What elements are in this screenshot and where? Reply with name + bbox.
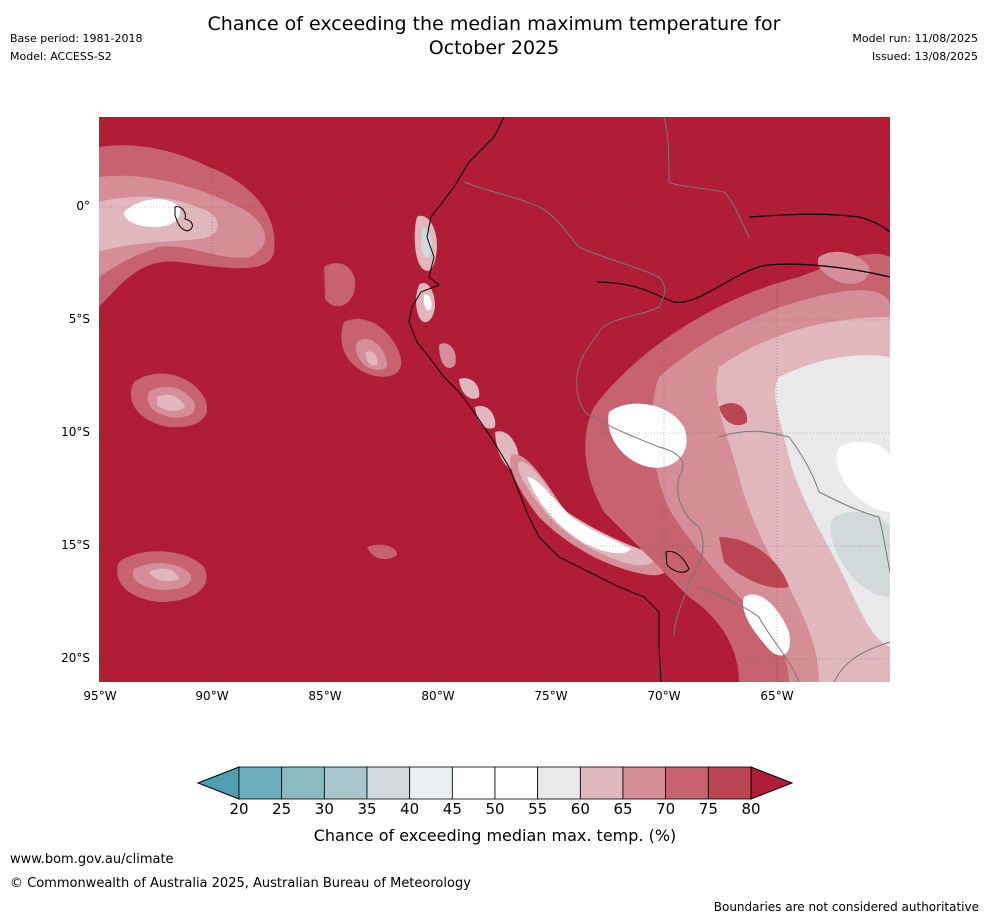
model-text: Model: ACCESS-S2 bbox=[10, 50, 112, 63]
colorbar-segment bbox=[409, 766, 453, 800]
lat-label-0: 0° bbox=[76, 199, 90, 213]
colorbar-tick-label: 75 bbox=[698, 800, 718, 818]
coastal-anomaly-chain bbox=[414, 215, 668, 576]
colorbar-tick-label: 30 bbox=[314, 800, 334, 818]
river-north bbox=[748, 213, 890, 233]
colorbar-tick-label: 65 bbox=[613, 800, 633, 818]
colorbar-tick-label: 45 bbox=[442, 800, 462, 818]
colorbar-label: Chance of exceeding median max. temp. (%… bbox=[313, 826, 677, 845]
border-colombia-venezuela bbox=[663, 117, 750, 238]
colorbar-segment bbox=[323, 766, 368, 800]
issued-text: Issued: 13/08/2025 bbox=[871, 50, 978, 63]
border-bolivia-brazil bbox=[718, 430, 890, 573]
lake-titicaca bbox=[665, 550, 690, 573]
probability-map bbox=[99, 117, 890, 682]
colorbar-segment bbox=[366, 766, 411, 800]
colorbar-tick-label: 55 bbox=[528, 800, 548, 818]
amazon-river bbox=[596, 263, 890, 303]
lat-label-15s: 15°S bbox=[61, 538, 90, 552]
copyright-text: © Commonwealth of Australia 2025, Austra… bbox=[10, 876, 471, 891]
lon-label-95w: 95°W bbox=[83, 689, 117, 703]
title-line-1: Chance of exceeding the median maximum t… bbox=[207, 13, 781, 35]
colorbar-tick-label: 20 bbox=[229, 800, 249, 818]
offshore-region-5 bbox=[367, 544, 397, 560]
colorbar-segment bbox=[238, 766, 283, 800]
lon-label-75w: 75°W bbox=[534, 689, 568, 703]
lat-label-5s: 5°S bbox=[68, 312, 90, 326]
colorbar-tick-label: 60 bbox=[570, 800, 590, 818]
colorbar-segment bbox=[537, 766, 581, 800]
title-line-2: October 2025 bbox=[428, 37, 560, 59]
offshore-region-2 bbox=[341, 318, 402, 377]
offshore-region-3 bbox=[130, 373, 208, 428]
colorbar-segment bbox=[622, 766, 667, 800]
border-bolivia-chile-argentina bbox=[698, 586, 800, 682]
colorbar-segment bbox=[281, 766, 325, 800]
lon-label-85w: 85°W bbox=[308, 689, 342, 703]
map-title: Chance of exceeding the median maximum t… bbox=[150, 12, 838, 60]
colorbar-tick-label: 80 bbox=[741, 800, 761, 818]
lat-label-20s: 20°S bbox=[61, 651, 90, 665]
colorbar-segment bbox=[665, 766, 709, 800]
colorbar-tick-label: 70 bbox=[656, 800, 676, 818]
inland-anomaly-region bbox=[585, 251, 890, 682]
colorbar-tick-label: 35 bbox=[357, 800, 377, 818]
offshore-region-4 bbox=[117, 551, 207, 602]
colorbar-tick-label: 40 bbox=[400, 800, 420, 818]
lon-label-80w: 80°W bbox=[421, 689, 455, 703]
lon-label-70w: 70°W bbox=[647, 689, 681, 703]
colorbar-segment bbox=[579, 766, 624, 800]
coastline bbox=[408, 117, 662, 682]
border-peru-brazil-bolivia bbox=[593, 416, 704, 638]
colorbar-tick-label: 25 bbox=[272, 800, 292, 818]
lon-label-65w: 65°W bbox=[760, 689, 794, 703]
colorbar bbox=[196, 766, 794, 800]
colorbar-segment bbox=[451, 766, 496, 800]
base-period-text: Base period: 1981-2018 bbox=[10, 32, 143, 45]
border-argentina-paraguay bbox=[833, 641, 890, 682]
colorbar-arrow-low bbox=[196, 766, 240, 800]
inland-pocket-1 bbox=[719, 402, 748, 426]
border-ecuador-peru-colombia bbox=[463, 181, 666, 418]
model-run-text: Model run: 11/08/2025 bbox=[852, 32, 978, 45]
offshore-region-1 bbox=[324, 263, 356, 307]
disclaimer-text: Boundaries are not considered authoritat… bbox=[713, 900, 979, 914]
colorbar-arrow-high bbox=[750, 766, 794, 800]
galapagos-islands bbox=[174, 206, 193, 232]
lon-label-90w: 90°W bbox=[195, 689, 229, 703]
colorbar-segment bbox=[494, 766, 539, 800]
lat-label-10s: 10°S bbox=[61, 425, 90, 439]
website-link[interactable]: www.bom.gov.au/climate bbox=[10, 852, 174, 867]
inland-pocket-2 bbox=[719, 537, 789, 588]
colorbar-tick-label: 50 bbox=[485, 800, 505, 818]
graticule bbox=[99, 117, 890, 682]
galapagos-anomaly-region bbox=[99, 145, 275, 307]
colorbar-segment bbox=[707, 766, 752, 800]
